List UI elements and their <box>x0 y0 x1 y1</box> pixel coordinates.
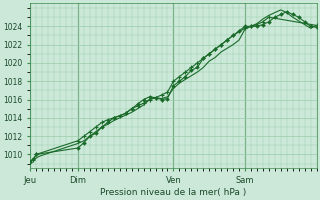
X-axis label: Pression niveau de la mer( hPa ): Pression niveau de la mer( hPa ) <box>100 188 247 197</box>
